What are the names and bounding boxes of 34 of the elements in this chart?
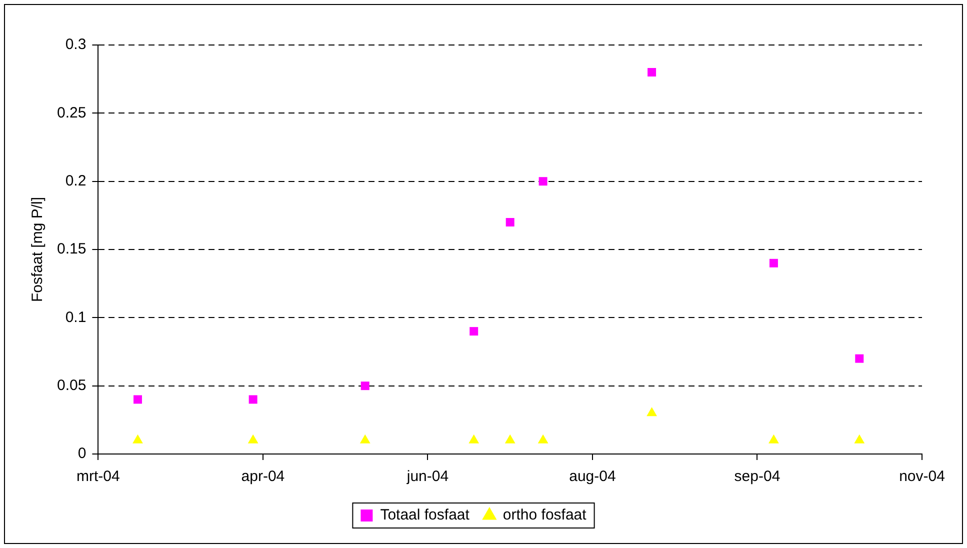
x-tick-label: sep-04 — [734, 468, 780, 486]
point — [854, 434, 865, 444]
y-tick-label: 0.3 — [65, 36, 86, 54]
point — [248, 395, 258, 404]
point — [538, 434, 548, 444]
point — [133, 395, 142, 404]
legend-label: ortho fosfaat — [502, 506, 588, 524]
point — [769, 258, 778, 268]
point — [470, 327, 478, 336]
x-tick-label: aug-04 — [569, 468, 616, 486]
point — [648, 68, 656, 77]
point — [855, 354, 864, 363]
legend-label: Totaal fosfaat — [380, 506, 470, 524]
point — [768, 434, 779, 444]
point — [360, 382, 370, 390]
point — [248, 434, 258, 444]
point — [132, 434, 143, 444]
y-tick-label: 0.2 — [65, 172, 86, 190]
point — [360, 434, 370, 444]
x-tick-label: jun-04 — [406, 468, 449, 486]
point — [468, 434, 480, 444]
x-tick-label: apr-04 — [241, 468, 285, 486]
point — [506, 218, 514, 226]
x-tick-label: mrt-04 — [76, 468, 120, 486]
point — [646, 407, 657, 416]
point — [538, 177, 548, 186]
y-tick-label: 0.25 — [56, 104, 86, 122]
y-tick-label: 0.1 — [65, 308, 86, 326]
y-tick-label: 0 — [78, 445, 86, 462]
y-tick-label: 0.05 — [56, 376, 86, 394]
y-tick-label: 0.15 — [56, 240, 86, 258]
y-axis-title: Fosfaat [mg P/l] — [29, 196, 46, 302]
point — [504, 434, 516, 444]
x-tick-label: nov-04 — [899, 468, 945, 486]
